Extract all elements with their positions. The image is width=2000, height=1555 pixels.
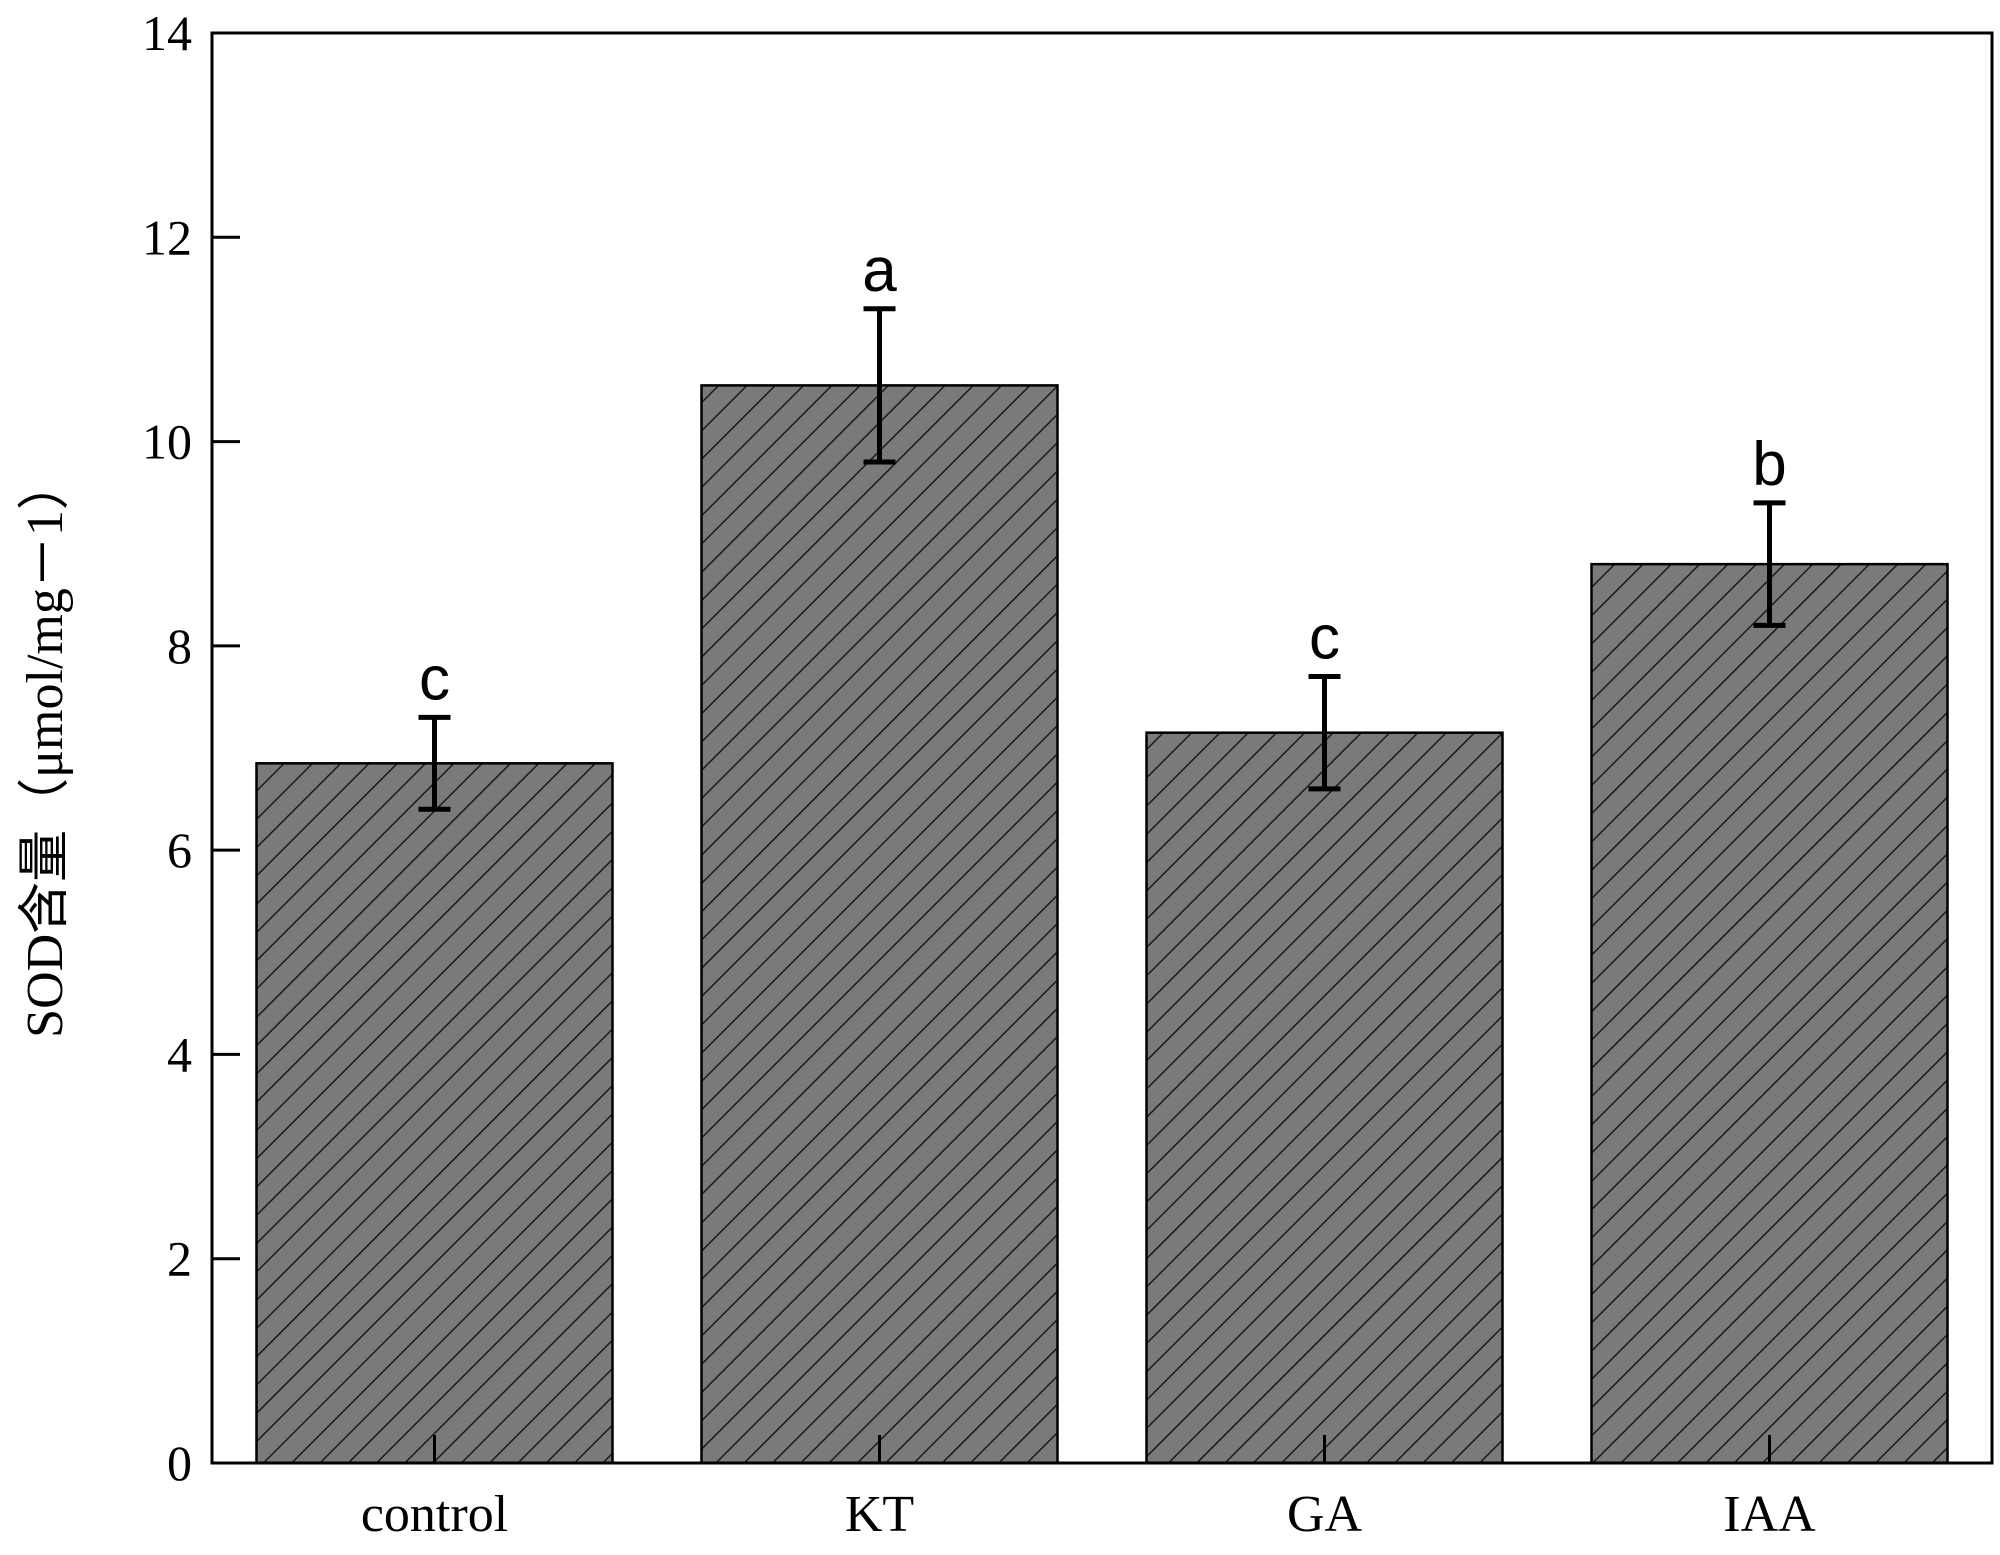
plot-frame: [210, 31, 1994, 1465]
x-tick-label-control: control: [361, 1486, 508, 1543]
significance-label-iaa: b: [1752, 430, 1786, 499]
bars-layer: [255, 384, 1949, 1465]
x-axis-ticks: control KT GA IAA: [361, 1435, 1816, 1543]
significance-label-control: c: [419, 644, 450, 713]
y-tick-label-4: 4: [167, 1026, 192, 1082]
bar-iaa: [1590, 562, 1949, 1465]
x-tick-label-ga: GA: [1287, 1486, 1363, 1543]
x-tick-label-iaa: IAA: [1723, 1486, 1816, 1543]
significance-label-ga: c: [1309, 604, 1340, 673]
y-tick-label-8: 8: [167, 618, 192, 674]
y-tick-label-0: 0: [167, 1435, 192, 1491]
y-tick-label-14: 14: [142, 5, 192, 61]
bar-kt: [700, 384, 1059, 1465]
significance-label-kt: a: [862, 236, 897, 305]
error-bars-layer: [418, 306, 1786, 812]
y-tick-label-10: 10: [142, 414, 192, 470]
significance-labels-layer: c a c b: [419, 236, 1787, 714]
x-tick-label-kt: KT: [845, 1486, 914, 1543]
y-tick-label-6: 6: [167, 822, 192, 878]
y-axis-ticks: 0 2 4 6 8 10 12 14: [142, 5, 240, 1491]
bar-ga: [1145, 731, 1504, 1465]
y-tick-label-12: 12: [142, 209, 192, 265]
y-tick-label-2: 2: [167, 1231, 192, 1287]
y-axis-label: SOD含量（μmol/mg－1）: [17, 458, 74, 1038]
bar-control: [255, 762, 614, 1465]
